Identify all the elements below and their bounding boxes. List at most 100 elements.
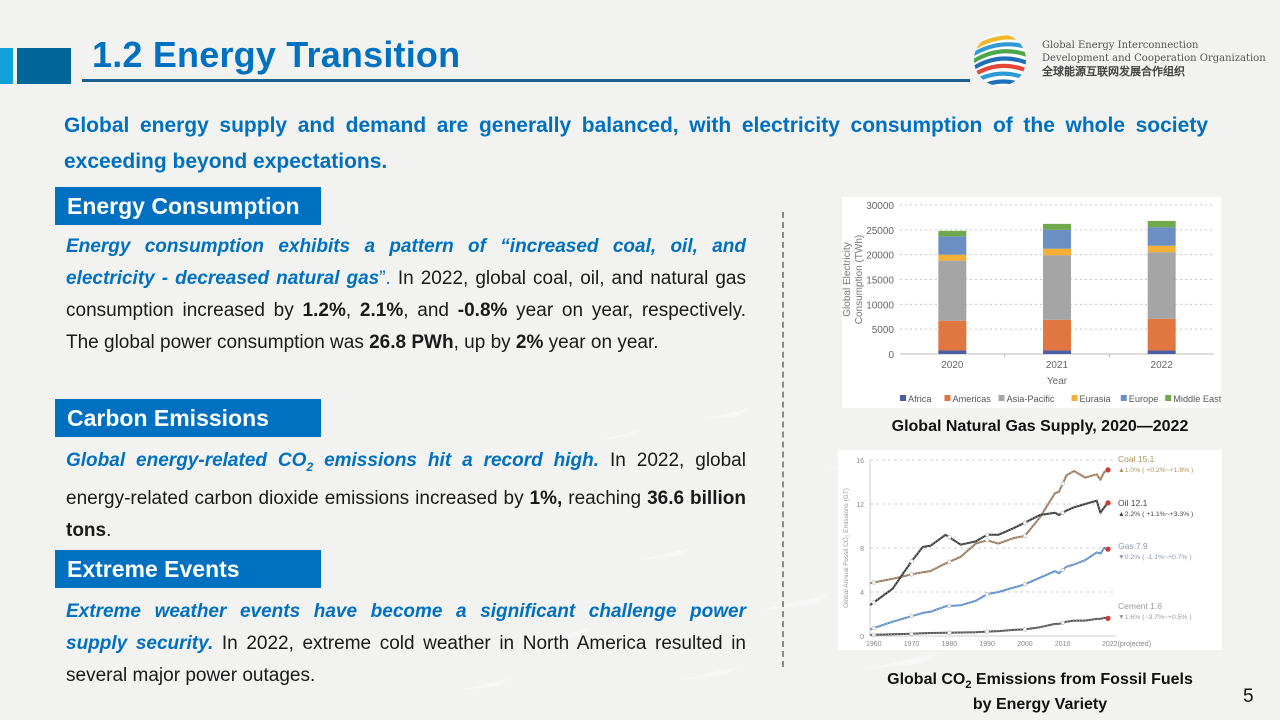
bar-segment-eurasia	[1147, 245, 1176, 253]
line-y-tick-label: 12	[856, 502, 864, 509]
line-chart-svg: 0 4 8 12 16 Global Annual Fossil CO₂ Emission…	[843, 454, 1193, 648]
line-marker-oil	[947, 535, 952, 540]
bar-y-axis-label-line2: Consumption (TWh)	[854, 235, 865, 324]
line-marker-oil	[1060, 510, 1065, 515]
consumption-lead-end: ”.	[379, 268, 398, 289]
line-x-tick-label: 2010	[1055, 641, 1071, 648]
chart2-caption: Global CO2 Emissions from Fossil Fuels b…	[842, 670, 1238, 715]
page-number: 5	[1243, 686, 1254, 707]
line-marker-cement	[1022, 627, 1027, 632]
bar-segment-asia-pacific	[1043, 255, 1071, 320]
line-x-tick-label: 1990	[979, 641, 995, 648]
line-marker-coal	[1022, 533, 1027, 538]
line-endpoint-oil	[1105, 500, 1111, 506]
bar-segment-eurasia	[938, 254, 967, 261]
line-marker-oil	[985, 532, 990, 537]
bar-segment-europe	[938, 236, 967, 255]
emissions-text-2: reaching	[562, 487, 648, 509]
line-series-label-cement: Cement 1.6	[1118, 601, 1162, 611]
line-marker-oil	[909, 559, 914, 564]
line-marker-coal	[871, 580, 876, 585]
legend-label-asia-pacific: Asia-Pacific	[1007, 394, 1055, 404]
line-marker-oil	[871, 600, 876, 605]
line-series-label-oil: Oil 12.1	[1118, 498, 1148, 508]
line-y-tick-label: 0	[860, 634, 864, 641]
bar-y-axis-label: Global ElectricityConsumption (TWh)	[842, 235, 865, 324]
org-name-cn: 全球能源互联网发展合作组织	[1042, 65, 1185, 78]
line-y-tick-label: 16	[856, 458, 864, 465]
bar-segment-africa	[1147, 350, 1176, 354]
section-body-carbon-emissions: Global energy-related CO2 emissions hit …	[66, 445, 746, 547]
bar-segment-middle-east	[938, 230, 967, 237]
co2-emissions-chart: 0 4 8 12 16 Global Annual Fossil CO₂ Emission…	[838, 450, 1222, 650]
bar-x-axis-label: Year	[1047, 376, 1068, 387]
page-title: 1.2 Energy Transition	[92, 34, 461, 75]
bar-segment-americas	[1147, 318, 1176, 351]
legend-label-americas: Americas	[953, 394, 992, 404]
bar-y-axis-label-line1: Global Electricity	[842, 242, 853, 316]
line-marker-gas	[947, 603, 952, 609]
line-x-tick-label: 2022(projected)	[1102, 641, 1151, 648]
chart1-caption: Global Natural Gas Supply, 2020—2022	[891, 418, 1189, 435]
section-header-extreme-events: Extreme Events	[55, 550, 321, 588]
legend-label-europe: Europe	[1129, 394, 1159, 404]
header-accent-light	[0, 48, 13, 84]
chart2-caption-a: Global CO	[887, 671, 966, 688]
power-growth-value: 2%	[515, 332, 544, 353]
organization-logo: Global Energy Interconnection Developmen…	[972, 30, 1272, 90]
emissions-lead-a: Global energy-related CO	[66, 450, 307, 471]
section-header-carbon-emissions: Carbon Emissions	[55, 399, 321, 437]
section-body-energy-consumption: Energy consumption exhibits a pattern of…	[66, 231, 746, 359]
bar-y-tick-label: 25000	[866, 226, 894, 237]
bar-y-tick-label: 20000	[866, 251, 894, 262]
line-y-tick-label: 8	[860, 546, 864, 553]
line-marker-cement	[947, 630, 952, 635]
line-series-oil	[869, 499, 1109, 607]
gas-growth-value: -0.8%	[457, 300, 508, 321]
bar-y-tick-label: 5000	[872, 325, 895, 336]
bar-x-tick-label: 2020	[941, 360, 964, 371]
consumption-text-2: ,	[345, 300, 360, 321]
line-endpoint-cement	[1105, 615, 1111, 621]
bar-segment-africa	[1043, 350, 1071, 354]
line-marker-coal	[947, 559, 952, 564]
legend-swatch-europe	[1120, 395, 1127, 401]
emissions-text-3: .	[106, 519, 112, 541]
line-marker-gas	[871, 626, 876, 631]
line-x-tick-label: 1970	[904, 641, 920, 648]
emissions-text-1: In 2022, global energy-related carbon di…	[66, 450, 746, 509]
line-marker-oil	[1022, 520, 1027, 525]
legend-swatch-asia-pacific	[998, 395, 1005, 401]
bar-chart-svg: 0 5000 10000 15000 20000 25000 30000 Global Ele…	[842, 201, 1222, 404]
line-x-tick-label: 1960	[866, 641, 882, 648]
legend-swatch-africa	[900, 395, 906, 401]
line-series-texture-cement	[869, 617, 1109, 636]
extreme-text-1: In 2022, extreme cold weather in North A…	[66, 633, 746, 686]
bar-segment-americas	[938, 320, 967, 351]
headline: Global energy supply and demand are gene…	[64, 114, 1208, 173]
line-series-change-oil: ▲2.2% ( +1.1%~+3.3% )	[1118, 511, 1193, 518]
bar-segment-asia-pacific	[1147, 252, 1176, 319]
line-y-tick-label: 4	[860, 590, 864, 597]
electricity-consumption-chart: 0 5000 10000 15000 20000 25000 30000 Global Ele…	[842, 197, 1222, 408]
line-marker-cement	[985, 629, 990, 634]
line-marker-coal	[909, 572, 914, 577]
line-y-axis-label: Global Annual Fossil CO₂ Emissions (GT)	[843, 488, 850, 608]
section-header-energy-consumption: Energy Consumption	[55, 187, 321, 225]
line-series-texture-oil	[869, 500, 1109, 606]
consumption-text-3: , and	[403, 300, 458, 321]
consumption-text-5: , up by	[453, 332, 516, 353]
section-body-extreme-events: Extreme weather events have become a sig…	[66, 596, 746, 692]
consumption-text-6: year on year.	[543, 332, 659, 353]
emissions-lead-subscript: 2	[306, 459, 314, 474]
line-series-texture-gas	[869, 547, 1109, 630]
line-x-tick-label: 1980	[942, 641, 958, 648]
line-marker-coal	[985, 538, 990, 543]
emissions-total-value: 36.6 billion tons	[66, 487, 746, 541]
legend-label-africa: Africa	[908, 394, 932, 404]
line-series-texture-coal	[869, 469, 1109, 584]
legend-label-middle-east: Middle East	[1173, 394, 1221, 404]
org-name-line1: Global Energy Interconnection	[1042, 40, 1199, 51]
line-x-tick-label: 2000	[1017, 641, 1033, 648]
bar-segment-europe	[1043, 229, 1071, 249]
